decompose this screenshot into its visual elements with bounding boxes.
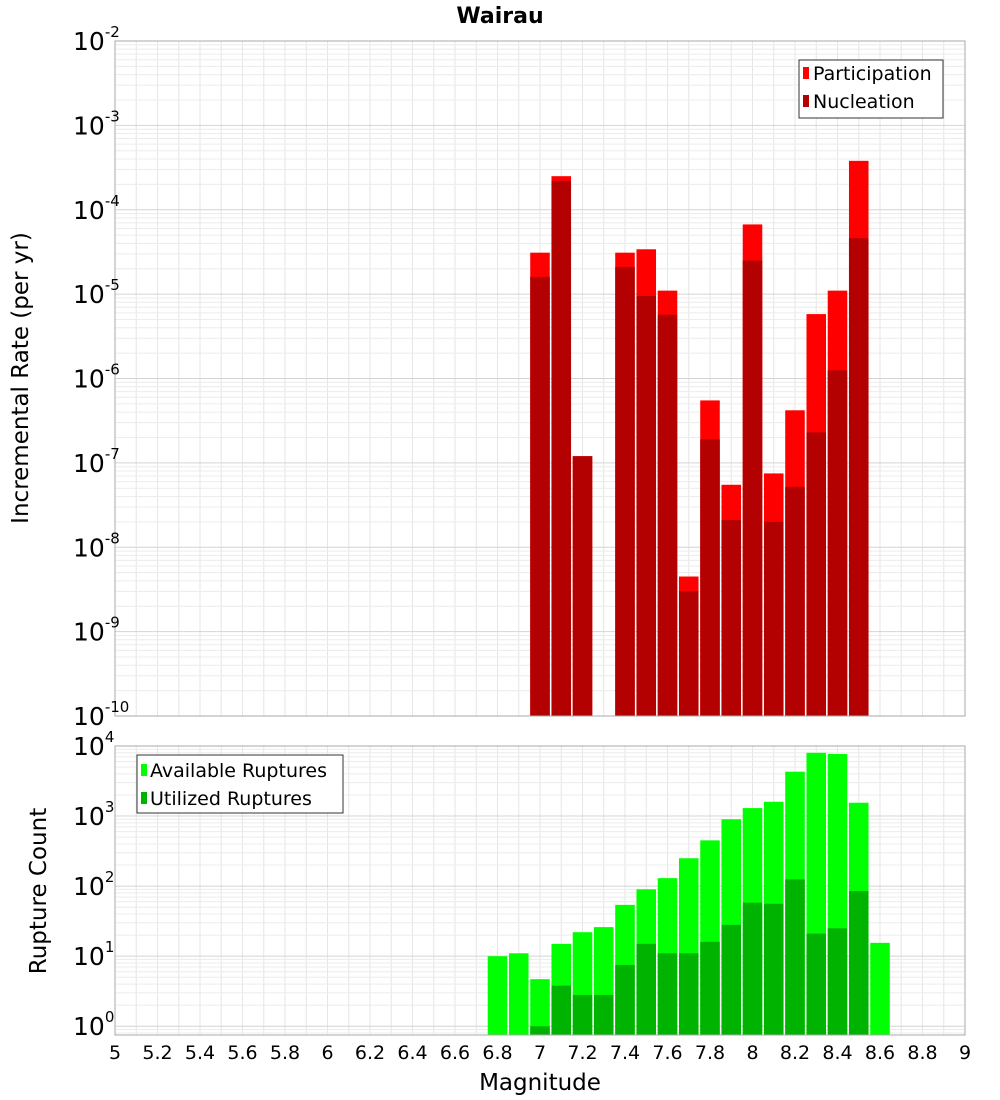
legend-label-nucleation: Nucleation bbox=[813, 91, 915, 113]
bottom-panel-bars bbox=[487, 752, 890, 1035]
top-y-axis-label: Incremental Rate (per yr) bbox=[8, 232, 34, 524]
top-bar-nucleation bbox=[636, 296, 657, 716]
legend-swatch-utilized bbox=[141, 792, 147, 804]
top-plot-frame bbox=[114, 40, 966, 717]
top-bar-nucleation bbox=[785, 486, 805, 716]
chart-title: Wairau bbox=[456, 4, 543, 29]
x-tick-label: 8.4 bbox=[822, 1042, 852, 1064]
x-tick-label: 6.4 bbox=[397, 1042, 427, 1064]
legend-label-participation: Participation bbox=[813, 63, 932, 85]
x-tick-label: 7.6 bbox=[652, 1042, 682, 1064]
x-tick-label: 7.8 bbox=[695, 1042, 725, 1064]
bottom-bar-available-ruptures bbox=[870, 942, 890, 1035]
y-tick-label: 104 bbox=[73, 728, 114, 761]
bottom-bar-utilized-ruptures bbox=[763, 903, 784, 1035]
y-tick-label: 10-4 bbox=[73, 192, 120, 225]
top-bar-nucleation bbox=[572, 456, 593, 716]
x-tick-label: 8.6 bbox=[865, 1042, 895, 1064]
top-panel-bars bbox=[530, 160, 869, 717]
y-tick-label: 10-7 bbox=[73, 445, 120, 478]
bottom-y-tick-labels: 100 101 102 103 104 bbox=[73, 728, 114, 1041]
top-bar-nucleation bbox=[615, 266, 635, 716]
x-tick-label: 8 bbox=[746, 1042, 758, 1064]
x-tick-label: 5.8 bbox=[270, 1042, 300, 1064]
top-bar-nucleation bbox=[657, 314, 678, 716]
top-y-tick-labels: 10-10 10-9 10-8 10-7 10-6 10-5 10-4 10-3 10-2 bbox=[73, 23, 129, 731]
bottom-bar-utilized-ruptures bbox=[700, 941, 720, 1035]
top-bar-nucleation bbox=[806, 432, 827, 716]
bottom-bar-utilized-ruptures bbox=[593, 994, 614, 1035]
bottom-bar-available-ruptures bbox=[508, 953, 529, 1035]
y-tick-label: 10-8 bbox=[73, 529, 120, 562]
x-tick-label: 7.2 bbox=[567, 1042, 597, 1064]
top-legend: Participation Nucleation bbox=[798, 59, 944, 119]
x-tick-label: 8.2 bbox=[780, 1042, 810, 1064]
y-tick-label: 100 bbox=[73, 1008, 114, 1041]
x-tick-label: 5.2 bbox=[142, 1042, 172, 1064]
y-tick-label: 10-2 bbox=[73, 23, 120, 56]
bottom-bar-utilized-ruptures bbox=[572, 994, 593, 1035]
y-tick-label: 10-10 bbox=[73, 698, 129, 731]
bottom-bar-utilized-ruptures bbox=[721, 924, 742, 1035]
y-tick-label: 102 bbox=[73, 868, 114, 901]
x-tick-label: 6.6 bbox=[440, 1042, 470, 1064]
bottom-legend: Available Ruptures Utilized Ruptures bbox=[136, 754, 344, 814]
y-tick-label: 10-3 bbox=[73, 107, 120, 140]
bottom-bar-available-ruptures bbox=[530, 979, 550, 1035]
x-tick-labels: 5 5.2 5.4 5.6 5.8 6 6.2 6.4 6.6 6.8 7 7.2 7.4 7.6 7.8 8… bbox=[109, 1042, 971, 1064]
top-bar-nucleation bbox=[551, 180, 572, 716]
x-tick-label: 5.4 bbox=[185, 1042, 215, 1064]
y-tick-label: 10-5 bbox=[73, 276, 120, 309]
bottom-bar-utilized-ruptures bbox=[742, 902, 763, 1035]
legend-swatch-available bbox=[141, 764, 147, 776]
x-tick-label: 7 bbox=[534, 1042, 546, 1064]
top-bar-nucleation bbox=[742, 260, 763, 716]
y-tick-label: 10-6 bbox=[73, 361, 120, 394]
bottom-bar-available-ruptures bbox=[487, 956, 508, 1035]
x-tick-label: 6.8 bbox=[482, 1042, 512, 1064]
bottom-bar-utilized-ruptures bbox=[806, 933, 827, 1035]
top-bar-nucleation bbox=[678, 591, 699, 716]
x-tick-label: 7.4 bbox=[610, 1042, 640, 1064]
bottom-plot-frame bbox=[114, 745, 966, 1036]
bottom-bar-utilized-ruptures bbox=[636, 943, 657, 1035]
bottom-bar-utilized-ruptures bbox=[678, 953, 699, 1035]
bottom-bar-utilized-ruptures bbox=[827, 928, 848, 1035]
legend-swatch-participation bbox=[803, 67, 809, 79]
legend-swatch-nucleation bbox=[803, 95, 809, 107]
y-tick-label: 10-9 bbox=[73, 614, 120, 647]
bottom-bar-utilized-ruptures bbox=[615, 964, 635, 1035]
bottom-bar-utilized-ruptures bbox=[530, 1026, 550, 1035]
x-axis-label: Magnitude bbox=[479, 1070, 601, 1096]
x-tick-label: 6.2 bbox=[355, 1042, 385, 1064]
x-tick-label: 5.6 bbox=[227, 1042, 257, 1064]
top-bar-nucleation bbox=[530, 276, 550, 716]
top-bar-nucleation bbox=[700, 439, 720, 716]
y-tick-label: 103 bbox=[73, 798, 114, 831]
x-tick-label: 9 bbox=[959, 1042, 971, 1064]
bottom-bar-utilized-ruptures bbox=[551, 985, 572, 1035]
top-bar-nucleation bbox=[763, 521, 784, 716]
y-tick-label: 101 bbox=[73, 938, 114, 971]
bottom-bar-utilized-ruptures bbox=[785, 879, 805, 1035]
bottom-bar-utilized-ruptures bbox=[848, 891, 869, 1035]
x-tick-label: 8.8 bbox=[907, 1042, 937, 1064]
bottom-bar-utilized-ruptures bbox=[657, 953, 678, 1035]
legend-label-utilized: Utilized Ruptures bbox=[150, 788, 312, 810]
bottom-y-axis-label: Rupture Count bbox=[26, 808, 52, 974]
top-bar-nucleation bbox=[848, 238, 869, 716]
top-bar-nucleation bbox=[827, 370, 848, 716]
x-tick-label: 6 bbox=[321, 1042, 333, 1064]
top-bar-nucleation bbox=[721, 520, 742, 716]
x-tick-label: 5 bbox=[109, 1042, 121, 1064]
legend-label-available: Available Ruptures bbox=[150, 760, 327, 782]
